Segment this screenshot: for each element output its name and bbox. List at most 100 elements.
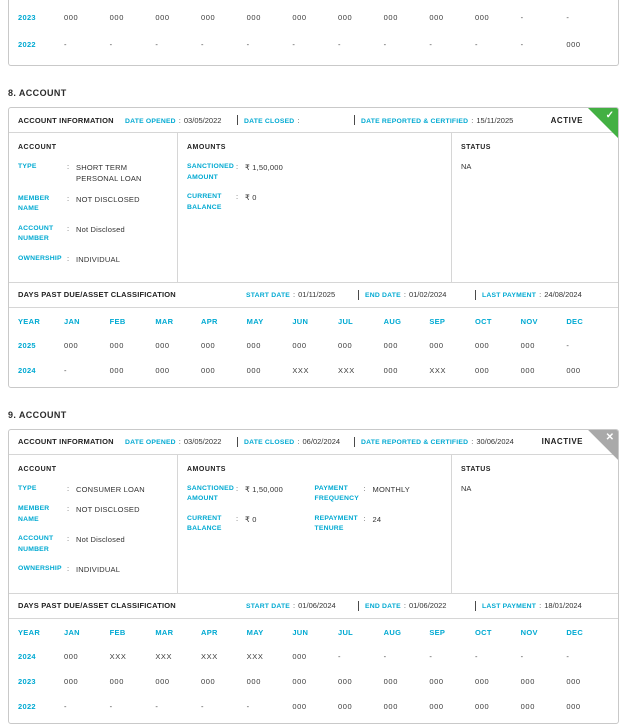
year-column-header: YEAR [18,316,41,326]
month-column-header: MAY [246,627,264,637]
dpd-cell: 000 [475,340,490,350]
dpd-cell: 000 [383,365,398,375]
dpd-cell: 000 [383,701,398,711]
dpd-cell: 000 [566,40,581,49]
account-column-header: ACCOUNT [18,144,57,151]
dpd-cell: 000 [520,340,535,350]
dpd-cell: XXX [155,651,173,661]
dpd-cell: 000 [109,365,124,375]
dpd-grid: YEAR JAN FEB MAR APR MAY JUN JUL AUG SEP OCT NOV DEC… [9,619,618,723]
last-payment-label: LAST PAYMENT [482,603,537,610]
date-opened-value: 03/05/2022 [183,115,222,125]
field-value: Not Disclosed [76,224,125,234]
dpd-cell: - [429,651,433,661]
dpd-cell: 000 [475,13,490,22]
month-column-header: OCT [475,316,492,326]
dpd-cell: 000 [383,340,398,350]
dpd-cell: - [64,365,68,375]
month-column-header: MAY [246,316,264,326]
dpd-cell: 000 [201,340,216,350]
month-column-header: OCT [475,627,492,637]
colon: : [471,437,474,447]
dpd-cell: 000 [109,340,124,350]
dpd-cell: 000 [475,701,490,711]
end-date-label: END DATE [365,603,401,610]
divider [237,436,238,447]
dpd-cell: 000 [155,13,170,22]
dpd-cell: - [201,40,205,49]
month-column-header: AUG [383,316,402,326]
field-colon [67,162,76,171]
divider [237,115,238,125]
amounts-fields-secondary [315,162,443,222]
dpd-cell: 000 [338,13,353,22]
account-panel: ✓ ACCOUNT INFORMATION DATE OPENED:03/05/… [8,107,619,388]
dpd-cell: 000 [64,676,79,686]
dpd-cell: 000 [292,340,307,350]
field-label: ACCOUNT NUMBER [18,224,54,243]
dpd-cell: 000 [109,676,124,686]
year-label: 2025 [18,340,36,350]
last-payment-group: LAST PAYMENT:24/08/2024 [482,290,582,299]
field-row: MEMBER NAME NOT DISCLOSED [18,504,168,525]
account-section-8: 8. ACCOUNT ✓ ACCOUNT INFORMATION DATE OP… [8,88,619,388]
dpd-cell: - [338,40,342,49]
divider [358,289,359,300]
field-colon [67,194,76,203]
year-label: 2023 [18,676,36,686]
colon: : [403,601,406,610]
field-label: SANCTIONED AMOUNT [187,163,234,181]
dpd-cell: - [520,651,524,661]
month-column-header: NOV [520,316,538,326]
date-closed-label: DATE CLOSED [244,117,295,125]
dpd-cell: - [429,40,433,49]
date-reported-group: DATE REPORTED & CERTIFIED:15/11/2025 [361,116,513,125]
year-column-header: YEAR [18,627,41,637]
divider [475,289,476,300]
colon: : [403,290,406,300]
dpd-cell: XXX [246,651,264,661]
dpd-cell: - [338,651,342,661]
dpd-cell: 000 [429,701,444,711]
account-column: ACCOUNT TYPE CONSUMER LOAN MEMBER NAME NOT … [9,454,178,593]
dpd-cell: 000 [246,365,261,375]
colon: : [539,601,542,610]
account-info-header: ACCOUNT INFORMATION DATE OPENED:03/05/20… [9,430,618,455]
field-value: INDIVIDUAL [76,565,121,575]
dpd-row: 2025 000 000 000 000 000 000 000 000 000 000 000 - [9,333,618,358]
account-information-label: ACCOUNT INFORMATION [18,115,114,125]
dpd-cell: 000 [201,365,216,375]
month-column-header: JUN [292,316,309,326]
date-closed-group: DATE CLOSED:06/02/2024 [244,437,348,446]
month-column-header: MAR [155,316,174,326]
field-colon [67,504,76,513]
field-row: OWNERSHIP INDIVIDUAL [18,564,168,575]
field-label: TYPE [18,163,37,170]
dpd-cell: 000 [292,13,307,22]
close-icon: ✕ [605,431,614,443]
field-value: CONSUMER LOAN [76,484,145,494]
field-colon [236,514,245,523]
last-payment-label: LAST PAYMENT [482,292,537,300]
colon: : [471,115,474,125]
dpd-cell: 000 [155,676,170,686]
month-column-header: AUG [383,627,402,637]
start-date-group: START DATE:01/06/2024 [246,601,352,610]
dpd-cell: 000 [64,651,79,661]
account-panel: ✕ ACCOUNT INFORMATION DATE OPENED:03/05/… [8,428,619,724]
dpd-cell: XXX [109,651,127,661]
dpd-cell: 000 [566,365,581,375]
field-label: OWNERSHIP [18,254,62,262]
month-column-header: JUN [292,627,309,637]
dpd-cell: 000 [201,13,216,22]
start-date-label: START DATE [246,292,291,300]
account-details: ACCOUNT TYPE SHORT TERM PERSONAL LOAN MEMB… [9,133,618,283]
end-date-value: 01/06/2022 [408,601,447,610]
field-label: ACCOUNT NUMBER [18,535,54,553]
year-label: 2024 [18,651,36,661]
dpd-cell: XXX [429,365,447,375]
dpd-cell: - [475,651,479,661]
dpd-cell: 000 [383,676,398,686]
last-payment-value: 18/01/2024 [544,601,582,610]
field-row: PAYMENT FREQUENCY MONTHLY [315,484,443,505]
